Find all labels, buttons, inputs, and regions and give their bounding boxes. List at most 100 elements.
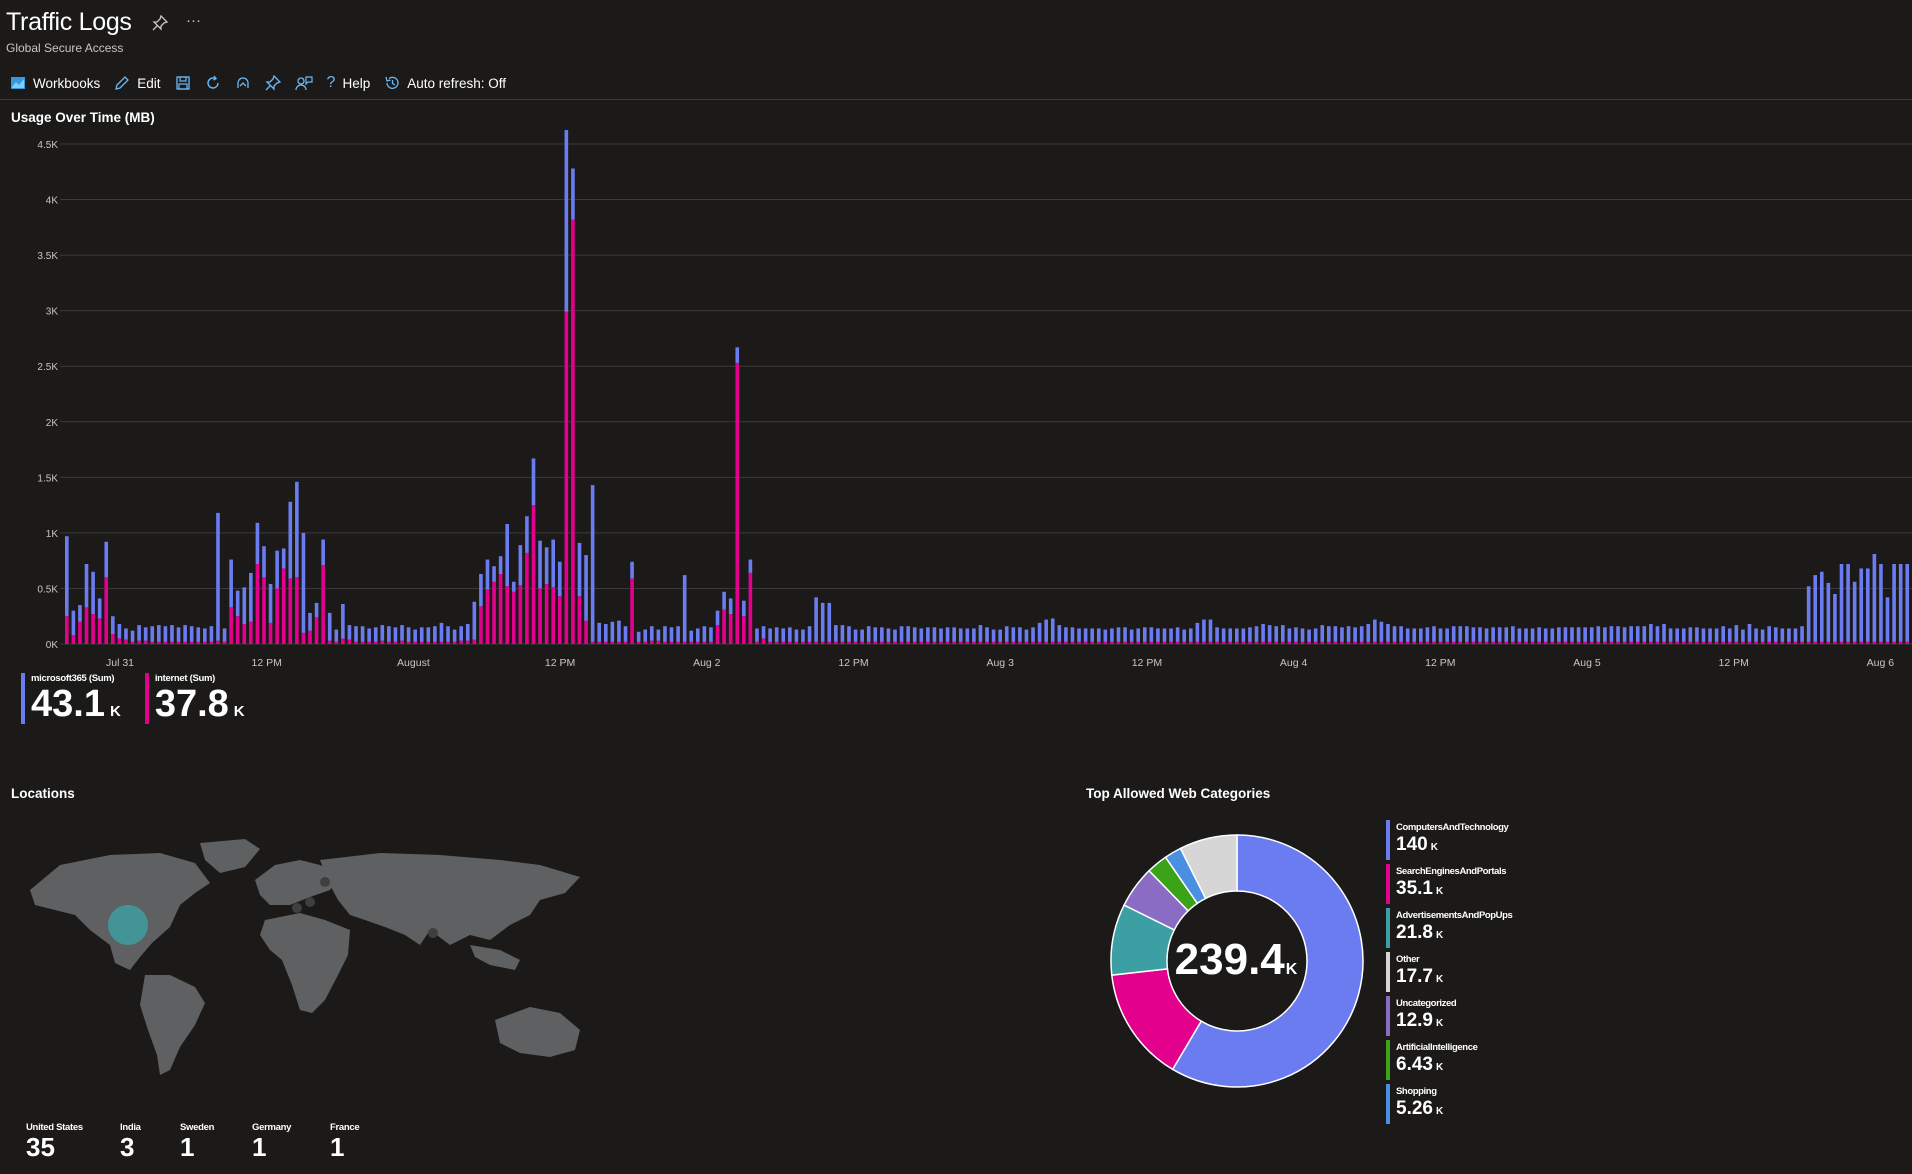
- bar-internet[interactable]: [1570, 641, 1574, 644]
- bar-internet[interactable]: [281, 568, 286, 644]
- bar-internet[interactable]: [505, 586, 510, 644]
- bar-internet[interactable]: [1603, 641, 1607, 644]
- bar-internet[interactable]: [124, 639, 128, 644]
- bar-microsoft365[interactable]: [866, 626, 871, 642]
- bar-internet[interactable]: [433, 641, 437, 644]
- bar-microsoft365[interactable]: [768, 628, 772, 642]
- bar-microsoft365[interactable]: [1668, 628, 1673, 642]
- bar-microsoft365[interactable]: [1714, 628, 1719, 642]
- bar-microsoft365[interactable]: [222, 628, 227, 642]
- bar-internet[interactable]: [1668, 641, 1673, 644]
- bar-internet[interactable]: [1708, 641, 1712, 644]
- bar-microsoft365[interactable]: [774, 627, 779, 642]
- bar-internet[interactable]: [150, 641, 155, 644]
- bar-microsoft365[interactable]: [880, 627, 884, 642]
- bar-internet[interactable]: [1241, 641, 1246, 644]
- bar-microsoft365[interactable]: [715, 610, 720, 626]
- bar-microsoft365[interactable]: [1583, 627, 1587, 642]
- bar-microsoft365[interactable]: [1307, 629, 1311, 642]
- bar-internet[interactable]: [189, 641, 194, 644]
- bar-microsoft365[interactable]: [617, 620, 621, 642]
- bar-internet[interactable]: [531, 505, 536, 644]
- bar-internet[interactable]: [1530, 641, 1535, 644]
- bar-microsoft365[interactable]: [1484, 628, 1489, 642]
- bar-microsoft365[interactable]: [262, 546, 266, 578]
- bar-internet[interactable]: [380, 640, 385, 644]
- bar-microsoft365[interactable]: [873, 627, 878, 642]
- bar-internet[interactable]: [65, 616, 69, 644]
- bar-microsoft365[interactable]: [413, 629, 417, 642]
- bar-internet[interactable]: [1819, 641, 1824, 644]
- bar-internet[interactable]: [1438, 641, 1443, 644]
- bar-microsoft365[interactable]: [1142, 627, 1147, 642]
- bar-internet[interactable]: [1537, 641, 1541, 644]
- bar-microsoft365[interactable]: [1004, 626, 1009, 642]
- bar-internet[interactable]: [1425, 641, 1430, 644]
- bar-internet[interactable]: [1793, 641, 1798, 644]
- workbooks-button[interactable]: Workbooks: [10, 70, 100, 96]
- bar-internet[interactable]: [1557, 641, 1561, 644]
- bar-microsoft365[interactable]: [1852, 581, 1857, 642]
- bar-internet[interactable]: [157, 641, 161, 644]
- donut-slice-computersandtechnology[interactable]: [1171, 834, 1364, 1088]
- bar-microsoft365[interactable]: [1156, 628, 1160, 642]
- bar-microsoft365[interactable]: [827, 602, 832, 642]
- bar-microsoft365[interactable]: [551, 539, 556, 588]
- bar-microsoft365[interactable]: [840, 625, 845, 642]
- bar-internet[interactable]: [1405, 641, 1410, 644]
- bar-internet[interactable]: [1373, 641, 1377, 644]
- bar-internet[interactable]: [1300, 641, 1305, 644]
- bar-internet[interactable]: [176, 641, 181, 644]
- bar-microsoft365[interactable]: [899, 626, 904, 642]
- bar-microsoft365[interactable]: [998, 629, 1002, 642]
- bar-internet[interactable]: [314, 617, 319, 644]
- bar-microsoft365[interactable]: [1675, 628, 1679, 642]
- bar-internet[interactable]: [446, 641, 450, 644]
- bar-microsoft365[interactable]: [163, 626, 168, 642]
- bar-internet[interactable]: [1773, 641, 1778, 644]
- bar-internet[interactable]: [354, 641, 358, 644]
- bar-microsoft365[interactable]: [1813, 575, 1818, 642]
- bar-internet[interactable]: [893, 641, 897, 644]
- bar-microsoft365[interactable]: [1543, 628, 1548, 642]
- bar-internet[interactable]: [597, 641, 602, 644]
- bar-microsoft365[interactable]: [1537, 627, 1541, 642]
- bar-microsoft365[interactable]: [84, 564, 89, 608]
- bar-microsoft365[interactable]: [1175, 627, 1180, 642]
- bar-microsoft365[interactable]: [709, 627, 713, 642]
- bar-microsoft365[interactable]: [426, 627, 431, 642]
- bar-internet[interactable]: [1064, 641, 1068, 644]
- bar-internet[interactable]: [1741, 641, 1745, 644]
- bar-internet[interactable]: [130, 641, 135, 644]
- bar-internet[interactable]: [1675, 641, 1679, 644]
- bar-microsoft365[interactable]: [1557, 627, 1561, 642]
- bar-microsoft365[interactable]: [518, 545, 523, 586]
- bar-microsoft365[interactable]: [327, 612, 332, 641]
- bar-microsoft365[interactable]: [1333, 626, 1338, 642]
- bar-internet[interactable]: [183, 641, 187, 644]
- bar-microsoft365[interactable]: [1182, 629, 1187, 642]
- bar-internet[interactable]: [1642, 641, 1647, 644]
- bar-microsoft365[interactable]: [1392, 626, 1397, 642]
- bar-microsoft365[interactable]: [1846, 564, 1850, 642]
- france-bubble[interactable]: [292, 903, 302, 913]
- bar-internet[interactable]: [649, 640, 654, 644]
- bar-internet[interactable]: [1543, 641, 1548, 644]
- bar-microsoft365[interactable]: [1379, 621, 1384, 642]
- bar-microsoft365[interactable]: [1320, 625, 1325, 642]
- bar-internet[interactable]: [1833, 641, 1837, 644]
- bar-microsoft365[interactable]: [1083, 628, 1088, 642]
- share-button[interactable]: [235, 70, 251, 96]
- bar-microsoft365[interactable]: [1787, 628, 1791, 642]
- bar-internet[interactable]: [262, 577, 266, 644]
- bar-microsoft365[interactable]: [1300, 628, 1305, 642]
- bar-microsoft365[interactable]: [919, 628, 924, 642]
- bar-internet[interactable]: [557, 596, 562, 644]
- bar-internet[interactable]: [853, 641, 858, 644]
- bar-microsoft365[interactable]: [912, 627, 917, 642]
- bar-microsoft365[interactable]: [656, 629, 661, 641]
- bar-microsoft365[interactable]: [1031, 627, 1035, 642]
- bar-microsoft365[interactable]: [1695, 627, 1699, 642]
- bar-internet[interactable]: [663, 641, 667, 644]
- bar-internet[interactable]: [452, 641, 457, 644]
